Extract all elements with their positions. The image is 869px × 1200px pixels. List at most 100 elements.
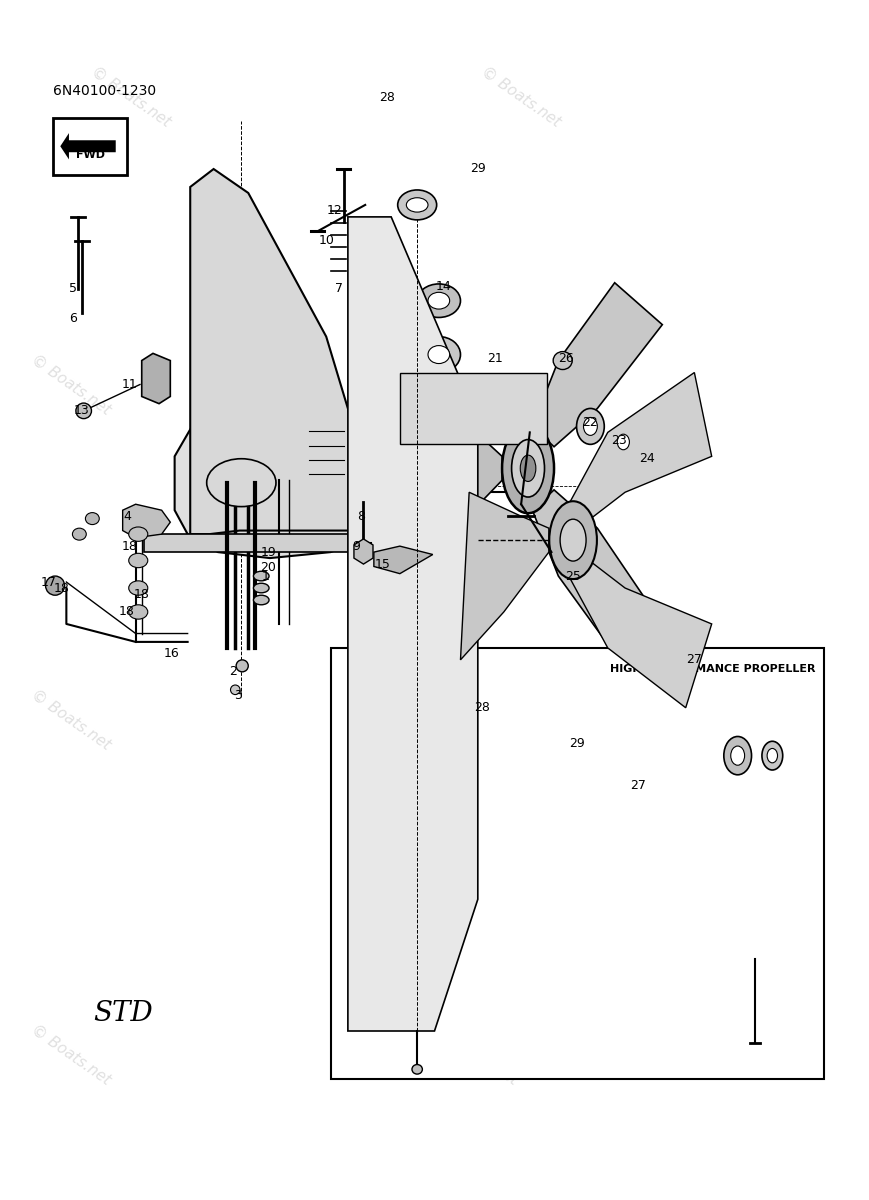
Text: 19: 19 bbox=[261, 546, 276, 559]
Ellipse shape bbox=[76, 403, 91, 419]
Text: 9: 9 bbox=[353, 540, 361, 553]
Ellipse shape bbox=[129, 527, 148, 541]
Text: 20: 20 bbox=[260, 562, 276, 574]
Text: 23: 23 bbox=[611, 434, 627, 448]
Text: 2: 2 bbox=[229, 665, 237, 678]
Ellipse shape bbox=[428, 346, 449, 364]
Polygon shape bbox=[569, 372, 712, 522]
Text: 7: 7 bbox=[335, 282, 343, 295]
Polygon shape bbox=[190, 169, 352, 534]
Ellipse shape bbox=[230, 685, 240, 695]
Text: 6: 6 bbox=[70, 312, 77, 325]
Ellipse shape bbox=[561, 520, 586, 562]
Polygon shape bbox=[354, 539, 373, 564]
Text: © Boats.net: © Boats.net bbox=[435, 1022, 521, 1088]
Ellipse shape bbox=[254, 595, 269, 605]
Text: 29: 29 bbox=[569, 737, 586, 750]
Ellipse shape bbox=[254, 583, 269, 593]
Ellipse shape bbox=[254, 571, 269, 581]
Ellipse shape bbox=[45, 576, 64, 595]
Bar bbox=[330, 648, 825, 1079]
Ellipse shape bbox=[72, 528, 86, 540]
Polygon shape bbox=[533, 490, 662, 654]
Polygon shape bbox=[569, 558, 712, 708]
Text: 15: 15 bbox=[375, 558, 390, 570]
Ellipse shape bbox=[428, 293, 449, 310]
Ellipse shape bbox=[554, 352, 572, 370]
Text: HIGH PERFORMANCE PROPELLER: HIGH PERFORMANCE PROPELLER bbox=[610, 665, 816, 674]
Polygon shape bbox=[402, 414, 502, 570]
Text: 14: 14 bbox=[435, 280, 451, 293]
Ellipse shape bbox=[407, 198, 428, 212]
Polygon shape bbox=[60, 133, 116, 160]
Text: 4: 4 bbox=[123, 510, 131, 523]
Text: 3: 3 bbox=[234, 689, 242, 702]
Text: 21: 21 bbox=[488, 352, 503, 365]
Text: © Boats.net: © Boats.net bbox=[479, 65, 564, 130]
Ellipse shape bbox=[236, 660, 249, 672]
Text: 1: 1 bbox=[262, 570, 269, 582]
Ellipse shape bbox=[521, 455, 536, 481]
Ellipse shape bbox=[617, 434, 629, 450]
Text: 28: 28 bbox=[379, 91, 395, 103]
Ellipse shape bbox=[129, 581, 148, 595]
Text: 11: 11 bbox=[122, 378, 137, 391]
Text: © Boats.net: © Boats.net bbox=[28, 352, 113, 418]
Ellipse shape bbox=[129, 605, 148, 619]
Polygon shape bbox=[142, 353, 170, 403]
Polygon shape bbox=[533, 283, 662, 446]
Polygon shape bbox=[374, 546, 433, 574]
Text: 28: 28 bbox=[474, 701, 490, 714]
Polygon shape bbox=[348, 217, 478, 1031]
Text: © Boats.net: © Boats.net bbox=[28, 1022, 113, 1088]
Ellipse shape bbox=[762, 742, 783, 770]
Text: 27: 27 bbox=[630, 779, 646, 792]
Ellipse shape bbox=[583, 418, 597, 436]
Text: 10: 10 bbox=[318, 234, 335, 247]
Text: 5: 5 bbox=[70, 282, 77, 295]
Text: © Boats.net: © Boats.net bbox=[89, 65, 174, 130]
Text: 18: 18 bbox=[122, 540, 137, 553]
Text: 17: 17 bbox=[41, 576, 57, 588]
Text: 25: 25 bbox=[565, 570, 581, 582]
Polygon shape bbox=[123, 504, 170, 538]
Polygon shape bbox=[400, 372, 547, 444]
Text: 18: 18 bbox=[54, 582, 70, 594]
Text: 24: 24 bbox=[639, 452, 654, 466]
Ellipse shape bbox=[129, 553, 148, 568]
Text: 18: 18 bbox=[134, 588, 149, 600]
Ellipse shape bbox=[417, 284, 461, 318]
Ellipse shape bbox=[412, 1064, 422, 1074]
Text: 29: 29 bbox=[470, 162, 486, 175]
Ellipse shape bbox=[724, 737, 752, 775]
Ellipse shape bbox=[398, 190, 436, 220]
Bar bbox=[53, 118, 127, 175]
Text: 16: 16 bbox=[163, 647, 179, 660]
Text: 6N40100-1230: 6N40100-1230 bbox=[53, 84, 156, 98]
Text: © Boats.net: © Boats.net bbox=[392, 686, 477, 752]
Ellipse shape bbox=[576, 408, 604, 444]
Ellipse shape bbox=[767, 749, 778, 763]
Text: © Boats.net: © Boats.net bbox=[348, 352, 434, 418]
Text: © Boats.net: © Boats.net bbox=[28, 686, 113, 752]
Text: 8: 8 bbox=[357, 510, 365, 523]
Polygon shape bbox=[144, 534, 395, 552]
Ellipse shape bbox=[417, 337, 461, 372]
Text: 18: 18 bbox=[119, 606, 135, 618]
Ellipse shape bbox=[731, 746, 745, 766]
Polygon shape bbox=[461, 492, 549, 660]
Text: FWD: FWD bbox=[76, 150, 105, 160]
Text: 12: 12 bbox=[327, 204, 342, 217]
Polygon shape bbox=[175, 414, 395, 558]
Text: 27: 27 bbox=[687, 653, 702, 666]
Text: STD: STD bbox=[93, 1000, 153, 1026]
Text: 13: 13 bbox=[74, 404, 90, 418]
Ellipse shape bbox=[611, 426, 635, 457]
Ellipse shape bbox=[85, 512, 99, 524]
Text: 26: 26 bbox=[558, 352, 574, 365]
Ellipse shape bbox=[502, 424, 554, 514]
Ellipse shape bbox=[549, 502, 597, 580]
Ellipse shape bbox=[512, 439, 545, 497]
Text: 22: 22 bbox=[582, 416, 598, 430]
Ellipse shape bbox=[207, 458, 276, 506]
